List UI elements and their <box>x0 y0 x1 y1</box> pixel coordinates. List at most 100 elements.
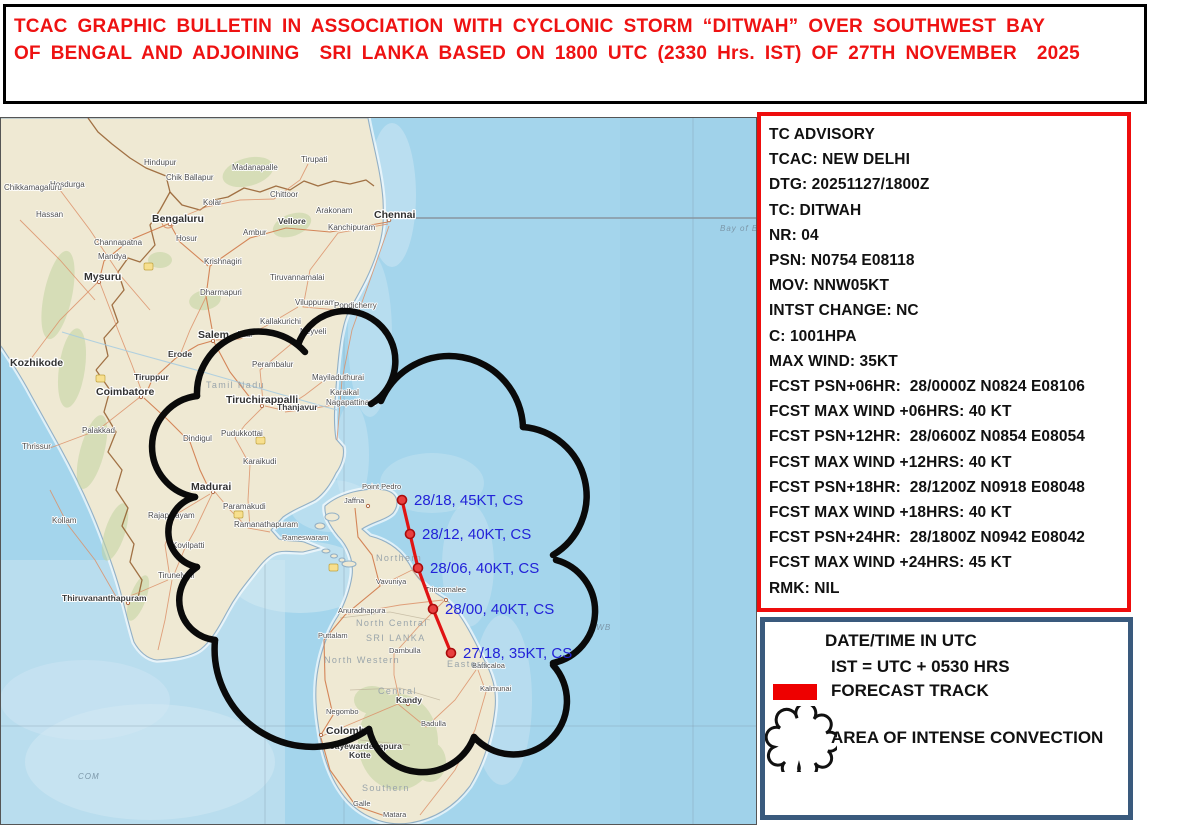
map-label: Viluppuram <box>295 298 336 307</box>
convection-arc <box>549 556 599 667</box>
map-label: Vavuniya <box>376 577 407 586</box>
map-label: SWB <box>590 623 611 632</box>
map-label: Kalmunai <box>480 684 512 693</box>
legend-box: DATE/TIME IN UTC IST = UTC + 0530 HRS FO… <box>760 617 1133 820</box>
map-label: Tiruvannamalai <box>270 273 325 282</box>
advisory-line: MAX WIND: 35KT <box>769 352 898 370</box>
islet <box>314 522 326 530</box>
islet <box>324 512 340 522</box>
advisory-line: TC ADVISORY <box>769 126 875 143</box>
legend-forecast-track-row: FORECAST TRACK <box>765 680 1128 706</box>
map-label: North Western <box>324 655 400 665</box>
kaveri-river <box>61 331 338 411</box>
track-point-label: 28/12, 40KT, CS <box>422 526 531 543</box>
map-label: Dharmapuri <box>200 288 242 297</box>
map-label: Hindupur <box>144 158 177 167</box>
map-label: Batticaloa <box>472 661 506 670</box>
islet <box>321 548 331 554</box>
map-label: Thrissur <box>22 442 51 451</box>
map-label: Mysuru <box>84 271 121 283</box>
convection-cloud-icon <box>765 706 837 772</box>
map-label: Chikkamagaluru <box>4 183 62 192</box>
map-label: Vellore <box>278 216 306 226</box>
advisory-line: FCST PSN+12HR: 28/0600Z N0854 E08054 <box>769 428 1086 446</box>
track-point <box>396 494 408 506</box>
map-label: Tiruppur <box>134 372 169 382</box>
terrain-shading <box>41 156 446 790</box>
map-label: Mayiladuthurai <box>312 373 364 382</box>
track-point-label: 28/18, 45KT, CS <box>414 492 523 509</box>
convection-arc <box>148 392 201 501</box>
map-label: Kollam <box>52 516 77 525</box>
map-label: Matara <box>383 810 407 819</box>
map-label: SRI LANKA <box>366 633 426 643</box>
map-label: Nagapattinam <box>326 398 376 407</box>
map-label: Salem <box>198 329 229 341</box>
convection-arc <box>176 563 219 644</box>
convection-outline <box>148 307 599 776</box>
advisory-line: TC: DITWAH <box>769 201 862 219</box>
convection-arc <box>377 352 527 431</box>
coastal-shelf <box>335 403 369 507</box>
islet <box>329 553 339 559</box>
advisory-line: FCST MAX WIND +12HRS: 40 KT <box>769 453 1012 471</box>
map-label: Bengaluru <box>152 213 204 225</box>
advisory-line: FCST PSN+06HR: 28/0000Z N0824 E08106 <box>769 378 1086 396</box>
coastal-shelf <box>442 503 494 627</box>
map-label: Kovilpatti <box>172 541 205 550</box>
deep-ocean-band <box>620 117 757 825</box>
map-label: Ambur <box>243 228 267 237</box>
legend-convection-label: AREA OF INTENSE CONVECTION <box>831 728 1104 747</box>
map-label: Negombo <box>326 707 359 716</box>
map-label: Pondicherry <box>334 301 377 310</box>
map-label: Kolar <box>203 198 222 207</box>
advisory-line: RMK: NIL <box>769 579 840 597</box>
route-shields <box>95 262 339 572</box>
map-label: Hassan <box>36 210 63 219</box>
convection-arc <box>211 636 373 751</box>
title-banner: TCAC GRAPHIC BULLETIN IN ASSOCIATION WIT… <box>3 4 1147 104</box>
map-label: Erode <box>168 349 192 359</box>
legend-forecast-track-label: FORECAST TRACK <box>831 681 989 700</box>
advisory-line: INTST CHANGE: NC <box>769 302 919 320</box>
ocean-shoal <box>25 704 275 820</box>
map-label: Arakonam <box>316 206 353 215</box>
legend-datetime-label: DATE/TIME IN UTC <box>825 631 977 650</box>
legend-convection-row: AREA OF INTENSE CONVECTION <box>765 706 1128 776</box>
map-label: Coimbatore <box>96 386 155 398</box>
advisory-line: MOV: NNW05KT <box>769 277 890 295</box>
advisory-line: C: 1001HPA <box>769 327 857 345</box>
map-label: Northern <box>376 553 422 563</box>
map-label: Rameswaram <box>282 533 328 542</box>
tc-advisory-box: TC ADVISORY TCAC: NEW DELHI DTG: 20251127/… <box>757 112 1131 612</box>
track-point-label: 28/00, 40KT, CS <box>445 601 554 618</box>
map-label: Anuradhapura <box>338 606 386 615</box>
map-label: Paramakudi <box>223 502 266 511</box>
india-landmass <box>0 117 384 661</box>
track-point <box>427 603 439 615</box>
track-point <box>404 528 416 540</box>
map-label: Eastern <box>447 659 488 669</box>
map-label: COM <box>78 772 100 781</box>
map-labels: Bengaluru Chennai Mysuru Salem Coimbatore Mad… <box>3 154 757 820</box>
track-point <box>445 647 457 659</box>
map-label: Badulla <box>421 719 447 728</box>
advisory-line: FCST MAX WIND +18HRS: 40 KT <box>769 504 1012 522</box>
advisory-line: NR: 04 <box>769 226 819 244</box>
map-label: Tirunelveli <box>158 571 194 580</box>
advisory-line: TCAC: NEW DELHI <box>769 151 910 169</box>
advisory-line: FCST PSN+24HR: 28/1800Z N0942 E08042 <box>769 529 1086 547</box>
convection-arc <box>165 493 201 571</box>
map-label: Point Pedro <box>362 482 401 491</box>
map-label: Madanapalle <box>232 163 278 172</box>
map-label: North Central <box>356 618 428 628</box>
map-label: Kozhikode <box>10 357 63 369</box>
map-label: Kanchipuram <box>328 223 375 232</box>
map-label: Karaikal <box>330 388 359 397</box>
advisory-line: FCST MAX WIND +06HRS: 40 KT <box>769 403 1012 421</box>
map-label: Karaikudi <box>243 457 277 466</box>
advisory-lines: TC ADVISORY TCAC: NEW DELHI DTG: 20251127/… <box>769 122 1119 601</box>
map-label: Bay of B <box>720 224 757 233</box>
map-label: Puttalam <box>318 631 348 640</box>
